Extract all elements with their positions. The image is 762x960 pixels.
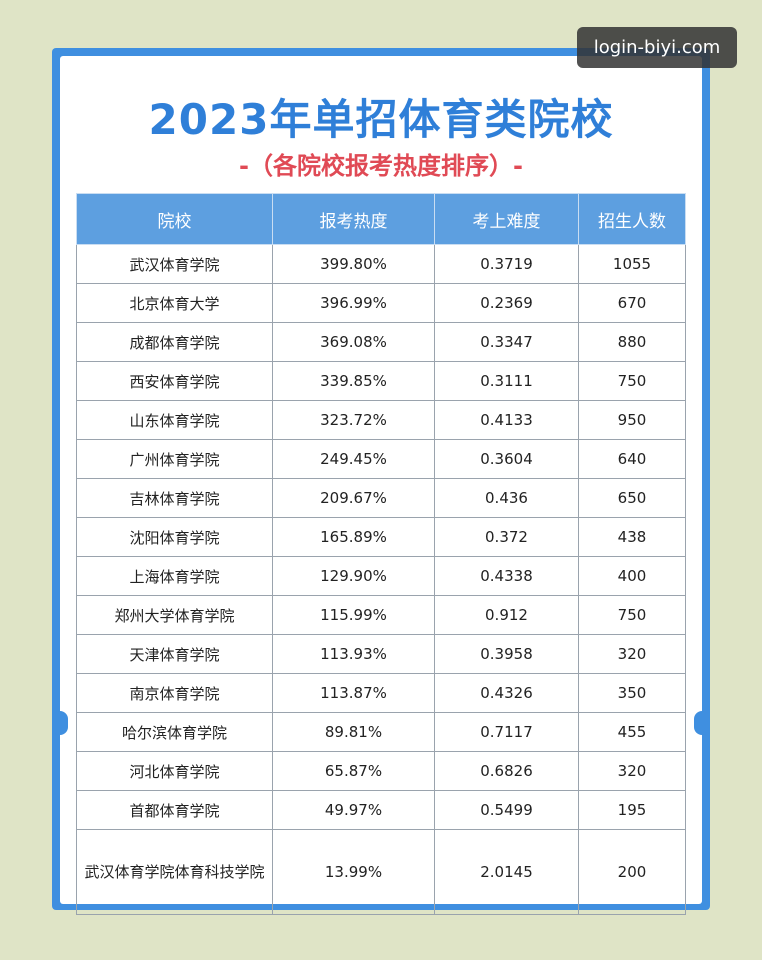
table-cell: 249.45%: [272, 439, 435, 479]
table-cell: 0.4326: [434, 673, 579, 713]
table-cell: 0.912: [434, 595, 579, 635]
table-row: 郑州大学体育学院 115.99% 0.912 750: [76, 595, 686, 635]
table-body: 武汉体育学院 399.80% 0.3719 1055 北京体育大学 396.99% 0.23…: [76, 244, 686, 915]
table-cell: 350: [578, 673, 686, 713]
table-row: 成都体育学院 369.08% 0.3347 880: [76, 322, 686, 362]
table-cell: 49.97%: [272, 790, 435, 830]
table-cell: 438: [578, 517, 686, 557]
table-cell: 113.93%: [272, 634, 435, 674]
table-cell: 0.4338: [434, 556, 579, 596]
table-cell: 320: [578, 751, 686, 791]
table-cell: 165.89%: [272, 517, 435, 557]
table-cell: 上海体育学院: [76, 556, 273, 596]
table-cell: 沈阳体育学院: [76, 517, 273, 557]
watermark: login-biyi.com: [577, 27, 737, 68]
table-cell: 670: [578, 283, 686, 323]
table-cell: 339.85%: [272, 361, 435, 401]
table-cell: 1055: [578, 244, 686, 284]
decor-dot: [694, 711, 710, 735]
column-header: 招生人数: [578, 193, 686, 245]
table-row: 天津体育学院 113.93% 0.3958 320: [76, 634, 686, 674]
table-cell: 115.99%: [272, 595, 435, 635]
table-cell: 65.87%: [272, 751, 435, 791]
table-row: 首都体育学院 49.97% 0.5499 195: [76, 790, 686, 830]
title: 2023年单招体育类院校: [148, 95, 614, 144]
header-row: 院校 报考热度 考上难度 招生人数: [76, 193, 686, 245]
table-cell: 西安体育学院: [76, 361, 273, 401]
table-cell: 455: [578, 712, 686, 752]
table-cell: 369.08%: [272, 322, 435, 362]
table-cell: 323.72%: [272, 400, 435, 440]
table-cell: 320: [578, 634, 686, 674]
table-cell: 山东体育学院: [76, 400, 273, 440]
table-cell: 400: [578, 556, 686, 596]
table-cell: 0.3604: [434, 439, 579, 479]
table-cell: 河北体育学院: [76, 751, 273, 791]
table-row: 北京体育大学 396.99% 0.2369 670: [76, 283, 686, 323]
table-cell: 武汉体育学院体育科技学院: [76, 829, 273, 915]
column-header: 考上难度: [434, 193, 579, 245]
table-cell: 640: [578, 439, 686, 479]
table-cell: 0.436: [434, 478, 579, 518]
column-header: 报考热度: [272, 193, 435, 245]
table-cell: 650: [578, 478, 686, 518]
table-row: 西安体育学院 339.85% 0.3111 750: [76, 361, 686, 401]
column-header: 院校: [76, 193, 273, 245]
table-row: 河北体育学院 65.87% 0.6826 320: [76, 751, 686, 791]
table-cell: 0.6826: [434, 751, 579, 791]
table-cell: 武汉体育学院: [76, 244, 273, 284]
table-cell: 天津体育学院: [76, 634, 273, 674]
table-cell: 880: [578, 322, 686, 362]
table-cell: 195: [578, 790, 686, 830]
table-cell: 成都体育学院: [76, 322, 273, 362]
table-row: 哈尔滨体育学院 89.81% 0.7117 455: [76, 712, 686, 752]
table-cell: 哈尔滨体育学院: [76, 712, 273, 752]
table-row: 南京体育学院 113.87% 0.4326 350: [76, 673, 686, 713]
table-cell: 北京体育大学: [76, 283, 273, 323]
table-row: 上海体育学院 129.90% 0.4338 400: [76, 556, 686, 596]
table-cell: 0.4133: [434, 400, 579, 440]
table-cell: 0.3719: [434, 244, 579, 284]
table-cell: 南京体育学院: [76, 673, 273, 713]
table-row: 沈阳体育学院 165.89% 0.372 438: [76, 517, 686, 557]
table-cell: 750: [578, 595, 686, 635]
subtitle: -（各院校报考热度排序）-: [239, 152, 523, 180]
table-row: 山东体育学院 323.72% 0.4133 950: [76, 400, 686, 440]
table-cell: 113.87%: [272, 673, 435, 713]
table-row: 武汉体育学院体育科技学院 13.99% 2.0145 200: [76, 829, 686, 915]
table-cell: 129.90%: [272, 556, 435, 596]
table-cell: 2.0145: [434, 829, 579, 915]
table-cell: 750: [578, 361, 686, 401]
table-cell: 950: [578, 400, 686, 440]
table-cell: 吉林体育学院: [76, 478, 273, 518]
table-cell: 首都体育学院: [76, 790, 273, 830]
table-cell: 396.99%: [272, 283, 435, 323]
table-cell: 0.7117: [434, 712, 579, 752]
ranking-table: 院校 报考热度 考上难度 招生人数 武汉体育学院 399.80% 0.3719 1055 北京…: [76, 193, 686, 915]
table-cell: 200: [578, 829, 686, 915]
table-cell: 0.372: [434, 517, 579, 557]
table-row: 广州体育学院 249.45% 0.3604 640: [76, 439, 686, 479]
table-row: 吉林体育学院 209.67% 0.436 650: [76, 478, 686, 518]
table-cell: 0.3958: [434, 634, 579, 674]
table-cell: 0.3347: [434, 322, 579, 362]
table-cell: 209.67%: [272, 478, 435, 518]
table-cell: 89.81%: [272, 712, 435, 752]
table-cell: 0.5499: [434, 790, 579, 830]
table-cell: 0.3111: [434, 361, 579, 401]
table-cell: 399.80%: [272, 244, 435, 284]
table-cell: 0.2369: [434, 283, 579, 323]
table-row: 武汉体育学院 399.80% 0.3719 1055: [76, 244, 686, 284]
table-cell: 13.99%: [272, 829, 435, 915]
table-cell: 郑州大学体育学院: [76, 595, 273, 635]
table-cell: 广州体育学院: [76, 439, 273, 479]
decor-dot: [52, 711, 68, 735]
